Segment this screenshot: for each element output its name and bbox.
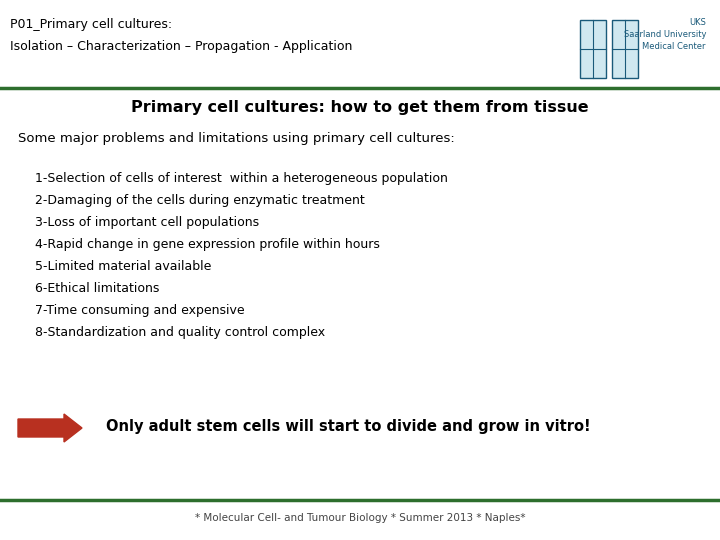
Text: 8-Standardization and quality control complex: 8-Standardization and quality control co… xyxy=(35,326,325,339)
Text: Primary cell cultures: how to get them from tissue: Primary cell cultures: how to get them f… xyxy=(131,100,589,115)
Text: Isolation – Characterization – Propagation - Application: Isolation – Characterization – Propagati… xyxy=(10,40,352,53)
Text: UKS
Saarland University
Medical Center: UKS Saarland University Medical Center xyxy=(624,18,706,51)
Text: 7-Time consuming and expensive: 7-Time consuming and expensive xyxy=(35,304,245,317)
Text: * Molecular Cell- and Tumour Biology * Summer 2013 * Naples*: * Molecular Cell- and Tumour Biology * S… xyxy=(194,513,526,523)
Text: 2-Damaging of the cells during enzymatic treatment: 2-Damaging of the cells during enzymatic… xyxy=(35,194,365,207)
FancyArrow shape xyxy=(18,414,82,442)
Text: 4-Rapid change in gene expression profile within hours: 4-Rapid change in gene expression profil… xyxy=(35,238,380,251)
Text: 5-Limited material available: 5-Limited material available xyxy=(35,260,212,273)
Text: Only adult stem cells will start to divide and grow in vitro!: Only adult stem cells will start to divi… xyxy=(106,418,590,434)
Text: P01_Primary cell cultures:: P01_Primary cell cultures: xyxy=(10,18,172,31)
Text: 1-Selection of cells of interest  within a heterogeneous population: 1-Selection of cells of interest within … xyxy=(35,172,448,185)
FancyBboxPatch shape xyxy=(580,20,606,78)
Text: 3-Loss of important cell populations: 3-Loss of important cell populations xyxy=(35,216,259,229)
Text: Some major problems and limitations using primary cell cultures:: Some major problems and limitations usin… xyxy=(18,132,455,145)
FancyBboxPatch shape xyxy=(612,20,638,78)
Text: 6-Ethical limitations: 6-Ethical limitations xyxy=(35,282,159,295)
